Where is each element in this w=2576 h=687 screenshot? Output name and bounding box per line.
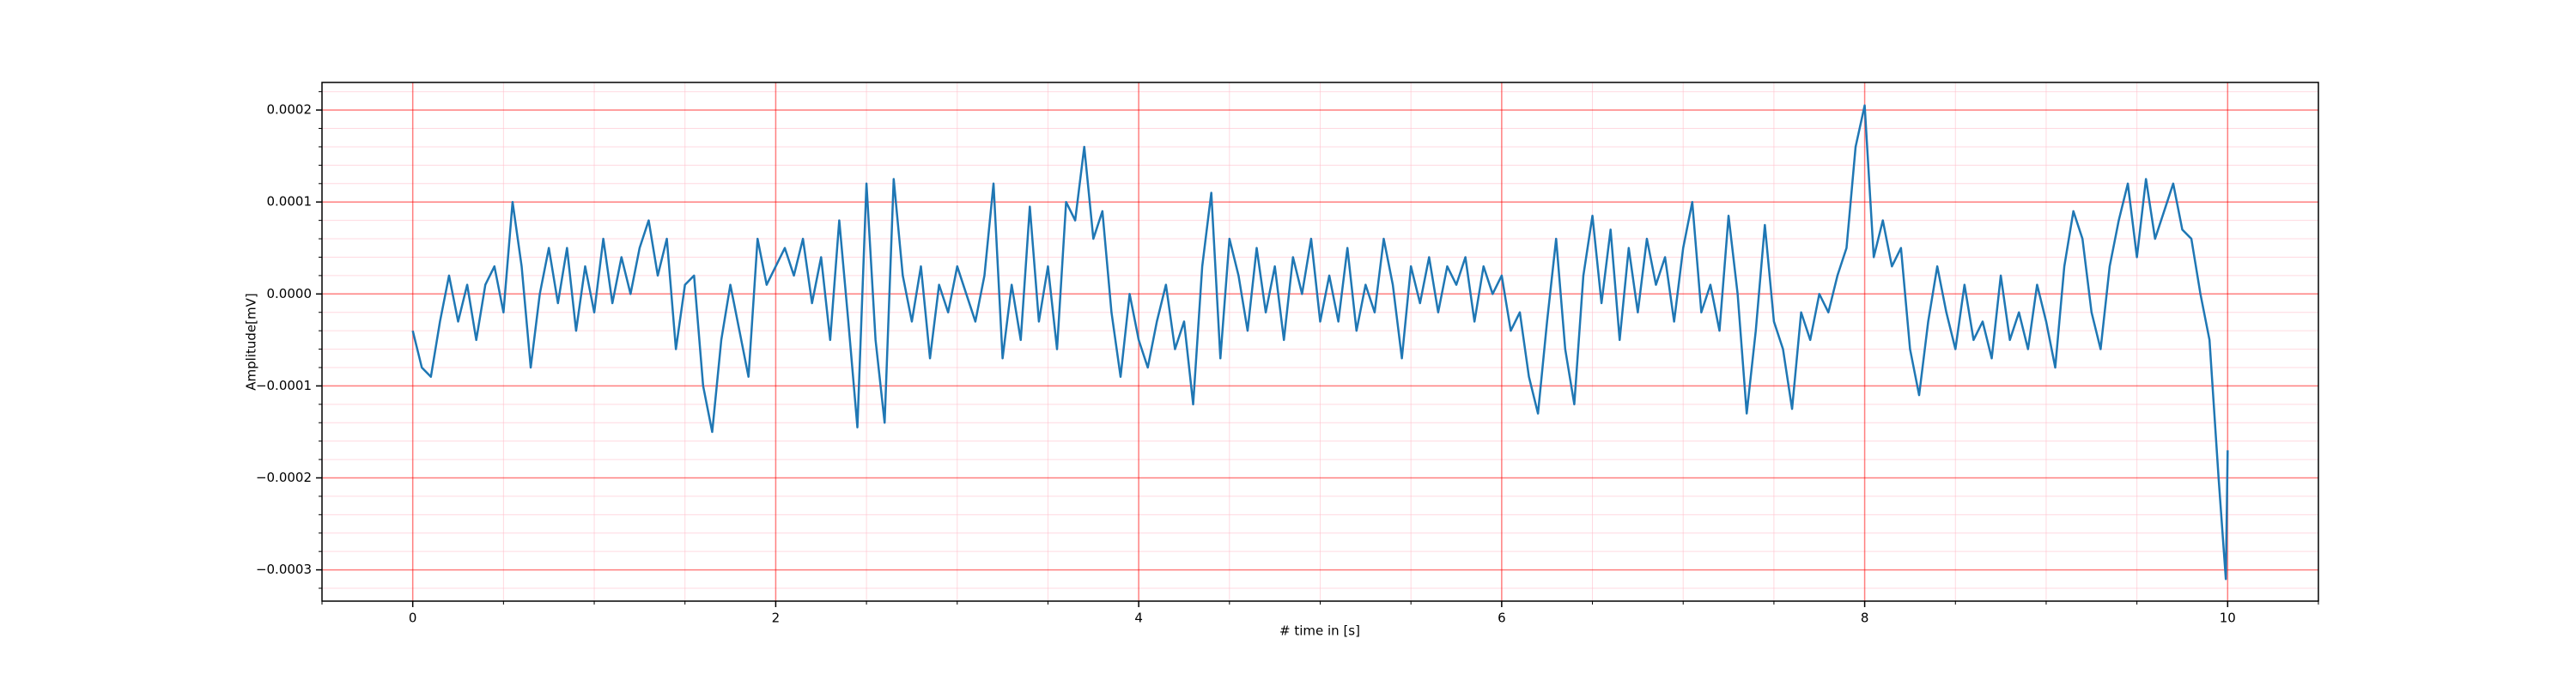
x-tick-label: 2 <box>772 611 781 626</box>
x-tick-label: 0 <box>409 611 417 626</box>
y-tick-label: −0.0002 <box>256 470 312 485</box>
x-tick-label: 10 <box>2220 611 2236 626</box>
y-tick-label: 0.0001 <box>267 194 313 210</box>
y-tick-label: 0.0002 <box>267 102 313 118</box>
y-tick-label: 0.0000 <box>267 286 313 301</box>
x-tick-label: 4 <box>1134 611 1143 626</box>
plot-frame <box>321 82 2319 602</box>
line-series <box>411 104 2229 581</box>
x-axis-label: # time in [s] <box>1279 623 1360 639</box>
x-tick-label: 8 <box>1861 611 1869 626</box>
y-axis-label: Amplitude[mV] <box>244 293 259 390</box>
y-tick-label: −0.0001 <box>256 378 312 393</box>
x-tick-label: 6 <box>1498 611 1506 626</box>
y-tick-label: −0.0003 <box>256 562 312 577</box>
